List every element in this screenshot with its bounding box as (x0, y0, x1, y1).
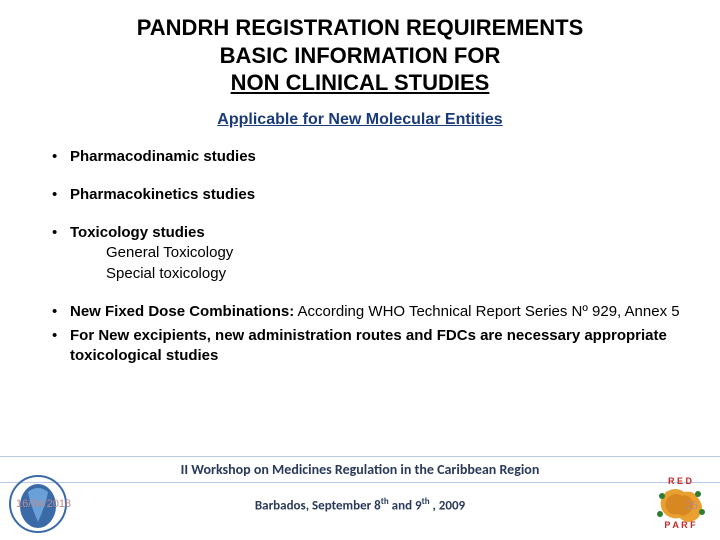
slide-subtitle: Applicable for New Molecular Entities (32, 111, 688, 129)
bullet-dot: • (52, 223, 70, 243)
footer-subtitle: Barbados, September 8th and 9th , 2009 (0, 496, 720, 513)
footer-sup: th (422, 496, 430, 507)
title-line2: BASIC INFORMATION FOR (220, 43, 501, 68)
title-line3: NON CLINICAL STUDIES (231, 70, 490, 95)
slide-footer: II Workshop on Medicines Regulation in t… (0, 456, 720, 540)
bullet-text: Pharmacodinamic studies (70, 147, 688, 167)
bullet-item: • Pharmacodinamic studies (52, 147, 688, 167)
slide-body: • Pharmacodinamic studies • Pharmacokine… (32, 147, 688, 367)
bullet-rest: According WHO Technical Report Series Nº… (294, 303, 679, 320)
bullet-bold: New Fixed Dose Combinations: (70, 303, 294, 320)
footer-sup: th (381, 496, 389, 507)
sub-item: Special toxicology (106, 264, 688, 284)
bullet-dot: • (52, 185, 70, 205)
bullet-text: For New excipients, new administration r… (70, 326, 688, 367)
page-number: 25 (686, 500, 698, 512)
footer-band: II Workshop on Medicines Regulation in t… (0, 456, 720, 483)
bullet-dot: • (52, 302, 70, 322)
bullet-text: Toxicology studies General Toxicology Sp… (70, 223, 688, 284)
bullet-dot: • (52, 147, 70, 167)
bullet-item: • For New excipients, new administration… (52, 326, 688, 367)
bullet-text: Pharmacokinetics studies (70, 185, 688, 205)
bullet-dot: • (52, 326, 70, 346)
slide-title: PANDRH REGISTRATION REQUIREMENTS BASIC I… (32, 14, 688, 97)
sub-item: General Toxicology (106, 243, 688, 263)
bullet-bold: Toxicology studies (70, 224, 205, 241)
svg-text:P A R F: P A R F (664, 520, 696, 530)
bullet-item: • Toxicology studies General Toxicology … (52, 223, 688, 284)
bullet-item: • Pharmacokinetics studies (52, 185, 688, 205)
title-line1: PANDRH REGISTRATION REQUIREMENTS (137, 15, 584, 40)
logo-right-icon: R E D P A R F (648, 474, 712, 530)
date-stamp: 16/04/2018 (16, 498, 71, 510)
bullet-text: New Fixed Dose Combinations: According W… (70, 302, 688, 322)
svg-text:R E D: R E D (668, 476, 693, 486)
footer-sub-post: , 2009 (430, 498, 466, 513)
footer-sub-mid: and 9 (389, 498, 422, 513)
slide: PANDRH REGISTRATION REQUIREMENTS BASIC I… (0, 0, 720, 540)
footer-sub-pre: Barbados, September 8 (255, 498, 381, 513)
bullet-item: • New Fixed Dose Combinations: According… (52, 302, 688, 322)
